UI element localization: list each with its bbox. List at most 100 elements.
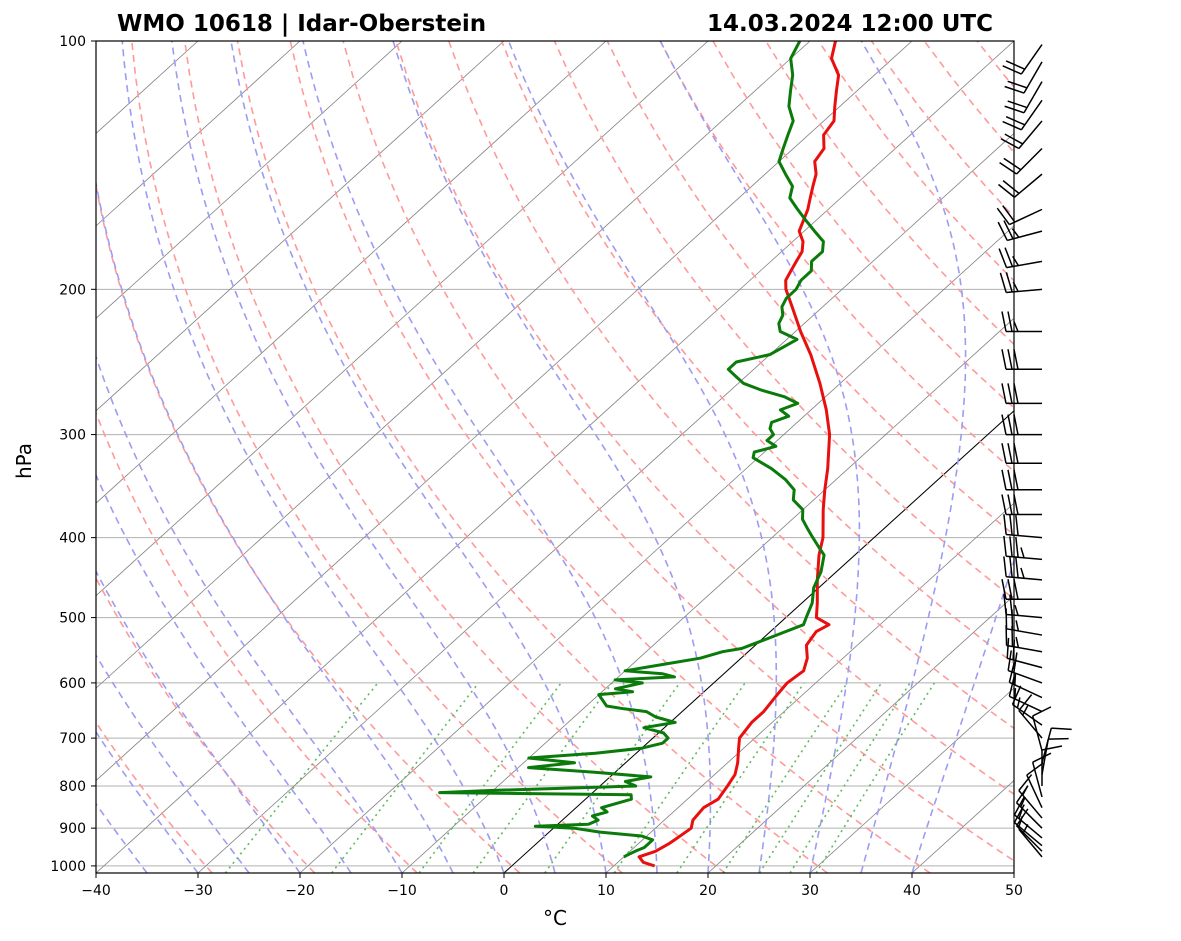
wind-barb-feather — [1015, 636, 1020, 648]
wind-barb-feather — [1016, 697, 1021, 709]
x-axis: −40 −30 −20 −10 0 10 20 30 40 50 — [81, 873, 1023, 899]
wind-barb — [1041, 727, 1072, 764]
x-tick-label: 10 — [597, 883, 615, 899]
moist-adiabat-line — [96, 179, 454, 873]
wind-barb — [1008, 676, 1043, 713]
chart-title-datetime: 14.03.2024 12:00 UTC — [707, 11, 993, 37]
moist-adiabat-line — [392, 41, 712, 873]
wind-barb-feather — [1018, 808, 1024, 819]
wind-barb-feather — [1001, 469, 1007, 490]
isotherm-line — [197, 132, 1014, 873]
wind-barb-feather — [998, 183, 1015, 198]
moist-adiabat-line — [860, 41, 967, 873]
isotherm-line — [96, 41, 607, 504]
profiles — [438, 41, 841, 868]
dry-adiabat-line — [606, 41, 1014, 536]
x-tick-label: 20 — [699, 883, 717, 899]
wind-barb-feather — [1001, 494, 1007, 515]
mixing-ratio-line — [676, 682, 805, 873]
wind-barb — [1003, 535, 1043, 561]
mixing-ratio-line — [331, 682, 480, 873]
wind-barb — [996, 205, 1043, 226]
x-tick-label: −40 — [81, 883, 111, 899]
wind-barb-feather — [1003, 157, 1022, 171]
dry-adiabat-line — [712, 41, 1014, 409]
wind-barb-feather — [1007, 100, 1028, 109]
isotherm-line — [809, 687, 1014, 873]
dry-adiabat-line — [500, 41, 1014, 665]
wind-barb — [1004, 61, 1043, 94]
wind-barb-shaft — [1009, 208, 1043, 226]
wind-barb-feather — [1007, 579, 1013, 600]
dry-adiabat-line — [289, 41, 931, 873]
wind-barb-feather — [1013, 652, 1018, 673]
mixing-ratio-line — [758, 682, 883, 873]
wind-barb — [998, 247, 1043, 269]
wind-barb-feather — [1015, 536, 1019, 558]
wind-barb — [1002, 99, 1043, 131]
wind-barb — [1001, 311, 1042, 333]
wind-barb-feather — [998, 248, 1008, 268]
wind-barb — [1018, 774, 1043, 819]
x-axis-label: °C — [543, 906, 567, 930]
x-tick-label: −30 — [183, 883, 213, 899]
wind-barb — [998, 173, 1043, 198]
wind-barb-feather — [1013, 443, 1019, 464]
wind-barb-shaft — [1026, 774, 1043, 808]
x-tick-label: −10 — [387, 883, 417, 899]
wind-barb-feather — [1011, 228, 1020, 238]
isotherm-line — [401, 317, 1014, 873]
x-tick-label: 0 — [500, 883, 509, 899]
dry-adiabat-line — [1083, 41, 1181, 873]
wind-barb — [1006, 637, 1043, 669]
wind-barb-feather — [1007, 650, 1012, 671]
x-tick-label: 40 — [903, 883, 921, 899]
wind-barb-feather — [1013, 414, 1019, 435]
wind-barb-feather — [1013, 383, 1019, 404]
wind-barb-feather — [1001, 579, 1007, 600]
isotherm-line — [96, 41, 811, 689]
wind-barb-feather — [1013, 579, 1019, 600]
moist-adiabat-line — [96, 569, 301, 873]
wind-barb-feather — [1014, 674, 1017, 685]
wind-barb — [1001, 349, 1042, 371]
wind-barb-feather — [999, 272, 1007, 293]
wind-barb — [1003, 556, 1043, 581]
wind-barb-feather — [1003, 514, 1007, 535]
wind-barb-feather — [1013, 469, 1019, 490]
wind-barb-feather — [1001, 311, 1007, 332]
moist-adiabat-line — [96, 802, 148, 873]
wind-barb — [1001, 494, 1042, 516]
wind-barb-feather — [1009, 514, 1013, 536]
dry-adiabat-line — [553, 41, 1014, 600]
wind-barb-feather — [1014, 688, 1017, 699]
moist-adiabat-line — [96, 653, 250, 873]
y-tick-label: 100 — [59, 34, 86, 50]
wind-barb-feather — [1018, 774, 1033, 791]
wind-barbs — [996, 44, 1072, 858]
wind-barb — [1041, 737, 1069, 775]
wind-barb-feather — [1012, 256, 1020, 266]
moist-adiabat-line — [121, 41, 505, 873]
wind-barb-feather — [1003, 535, 1007, 557]
isotherm-line — [503, 410, 1014, 873]
isotherm-line — [96, 41, 403, 319]
y-tick-label: 1000 — [50, 859, 86, 875]
dry-adiabat-line — [236, 41, 828, 873]
temperature-profile-line — [637, 41, 841, 868]
wind-barb-feather — [1002, 205, 1016, 223]
wind-barb-feather — [997, 221, 1008, 241]
y-tick-label: 800 — [59, 779, 86, 795]
moist-adiabat-line — [911, 558, 1014, 873]
wind-barb — [1001, 469, 1042, 491]
wind-barb — [1003, 514, 1043, 539]
wind-barb-feather — [1018, 694, 1033, 712]
wind-barb-feather — [1020, 796, 1026, 808]
dry-adiabat-line — [131, 41, 623, 873]
wind-barb-feather — [1003, 594, 1007, 615]
wind-barb-feather — [1009, 556, 1013, 578]
wind-barb-feather — [1018, 815, 1024, 827]
dry-adiabat-line — [976, 41, 1014, 89]
wind-barb-feather — [1020, 567, 1025, 579]
